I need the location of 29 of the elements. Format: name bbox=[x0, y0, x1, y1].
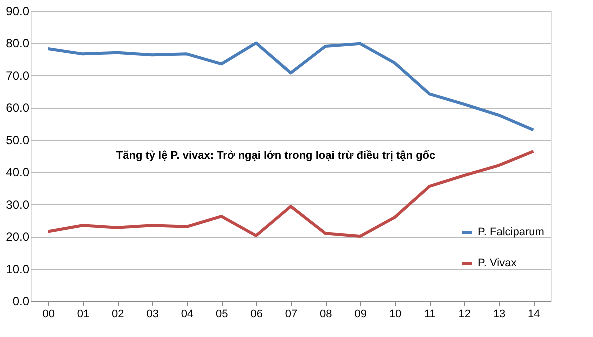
y-tick-label: 90.0 bbox=[6, 4, 30, 18]
y-tick-label: 30.0 bbox=[6, 198, 30, 212]
line-series bbox=[46, 42, 536, 132]
x-tick-label: 09 bbox=[354, 308, 367, 320]
x-tick-label: 10 bbox=[389, 308, 402, 320]
y-tick-label: 70.0 bbox=[6, 68, 30, 83]
x-tick-label: 06 bbox=[250, 308, 263, 320]
x-tick-label: 13 bbox=[493, 308, 506, 320]
x-tick-label: 11 bbox=[424, 308, 436, 320]
x-tick-label: 04 bbox=[181, 308, 194, 320]
x-tick-label: 02 bbox=[112, 308, 124, 320]
y-tick-label: 20.0 bbox=[6, 230, 30, 244]
legend-label: P. Vivax bbox=[478, 258, 518, 270]
x-tick-label: 00 bbox=[42, 308, 55, 320]
x-tick-label: 01 bbox=[77, 308, 90, 320]
x-tick-label: 08 bbox=[320, 308, 332, 320]
x-tick-label: 03 bbox=[146, 308, 159, 320]
x-tick-label: 07 bbox=[285, 308, 298, 320]
legend-label: P. Falciparum bbox=[478, 226, 544, 238]
y-tick-label: 40.0 bbox=[6, 166, 30, 180]
x-tick-label: 14 bbox=[528, 308, 540, 320]
x-tick-label: 12 bbox=[458, 308, 471, 320]
y-tick-label: 10.0 bbox=[6, 262, 30, 276]
y-tick-label: 50.0 bbox=[6, 133, 30, 148]
annotation: Tăng tỷ lệ P. vivax: Trở ngại lớn trong loại trừ điều trị tận gốc bbox=[116, 150, 436, 162]
y-tick-label: 80.0 bbox=[6, 36, 30, 51]
y-tick-label: 60.0 bbox=[6, 101, 30, 116]
y-tick-label: 0.0 bbox=[12, 294, 30, 308]
x-tick-label: 05 bbox=[216, 308, 228, 320]
